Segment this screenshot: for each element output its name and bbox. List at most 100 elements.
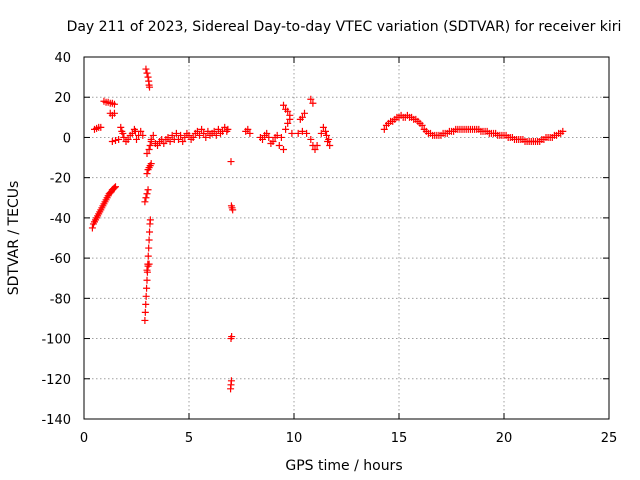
y-tick-label: -20 (50, 172, 71, 187)
data-point (227, 377, 235, 385)
data-point (200, 129, 208, 137)
data-point (307, 95, 315, 103)
data-point (108, 137, 116, 145)
data-point (147, 135, 155, 143)
data-point (143, 69, 151, 77)
data-points (88, 65, 567, 393)
data-point (179, 137, 187, 145)
data-point (280, 146, 287, 154)
data-point (154, 141, 161, 149)
data-point (286, 111, 294, 119)
data-point (141, 316, 149, 324)
data-point (198, 125, 206, 133)
data-point (210, 127, 218, 135)
data-point (246, 129, 254, 137)
y-tick-label: -80 (50, 292, 71, 307)
data-point (185, 131, 193, 139)
data-point (120, 133, 128, 141)
data-point (309, 99, 317, 107)
plot-frame (83, 56, 610, 420)
data-point (97, 123, 105, 131)
data-point (143, 150, 151, 158)
data-point (143, 170, 151, 178)
data-point (143, 190, 151, 198)
data-point (145, 260, 153, 268)
data-point (193, 127, 201, 135)
data-point (110, 109, 118, 117)
data-point (177, 131, 185, 139)
data-point (282, 125, 290, 133)
x-tick-label: 20 (496, 431, 513, 446)
data-point (326, 141, 334, 149)
y-tick-label: 20 (54, 91, 71, 106)
data-point (146, 141, 154, 149)
y-tick-label: 40 (54, 51, 71, 66)
data-point (142, 65, 150, 73)
data-point (143, 284, 151, 292)
x-tick-label: 15 (391, 431, 408, 446)
data-point (149, 131, 157, 139)
data-point (244, 125, 252, 133)
data-point (263, 129, 271, 137)
data-point (202, 133, 210, 141)
data-point (143, 276, 151, 284)
data-point (144, 73, 152, 81)
data-point (204, 127, 212, 135)
data-point (319, 123, 327, 131)
data-point (325, 135, 333, 143)
data-point (307, 135, 315, 143)
data-point (280, 101, 287, 109)
data-point (298, 127, 306, 135)
data-point (284, 107, 292, 115)
data-point (322, 127, 329, 135)
y-tick-label: 0 (63, 131, 71, 146)
data-point (303, 129, 311, 137)
data-point (229, 206, 237, 214)
x-tick-label: 10 (286, 431, 303, 446)
data-point (145, 146, 153, 154)
y-tick-label: -140 (41, 413, 71, 428)
data-point (139, 131, 147, 139)
data-point (181, 133, 189, 141)
data-point (145, 236, 153, 244)
data-point (146, 216, 154, 224)
data-point (110, 100, 118, 108)
data-point (418, 121, 426, 129)
data-point (224, 125, 232, 133)
data-point (559, 127, 567, 135)
data-point (145, 244, 153, 252)
data-point (168, 131, 176, 139)
data-point (298, 113, 306, 121)
data-point (301, 109, 308, 117)
data-point (133, 135, 140, 143)
data-point (112, 183, 119, 191)
data-point (142, 194, 150, 202)
data-point (137, 127, 145, 135)
data-point (144, 186, 152, 194)
data-point (380, 125, 388, 133)
data-point (117, 123, 125, 131)
data-point (269, 137, 277, 145)
data-point (147, 160, 155, 168)
data-point (142, 300, 150, 308)
data-point (323, 131, 331, 139)
data-point (115, 135, 123, 143)
x-tick-label: 25 (601, 431, 618, 446)
y-tick-label: -100 (41, 333, 71, 348)
data-point (288, 129, 296, 137)
data-point (141, 308, 149, 316)
tick-labels: 40 20 0 -20 -40 -60 -80 -100 -120 -140 0 5 10 15 20 25 (41, 51, 617, 446)
data-point (144, 252, 152, 260)
axis-ticks (83, 56, 610, 420)
data-point (175, 135, 182, 143)
data-point (142, 292, 150, 300)
y-tick-label: -40 (50, 212, 71, 227)
data-point (277, 133, 285, 141)
data-point (160, 139, 168, 147)
x-tick-label: 0 (80, 431, 88, 446)
data-point (228, 333, 236, 341)
data-point (146, 83, 154, 91)
chart-title: Day 211 of 2023, Sidereal Day-to-day VTE… (67, 19, 622, 35)
data-point (146, 228, 154, 236)
